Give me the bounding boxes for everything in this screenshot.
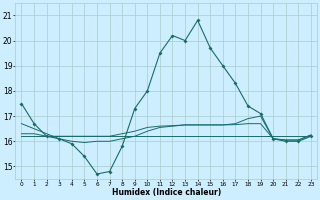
X-axis label: Humidex (Indice chaleur): Humidex (Indice chaleur) <box>112 188 221 197</box>
